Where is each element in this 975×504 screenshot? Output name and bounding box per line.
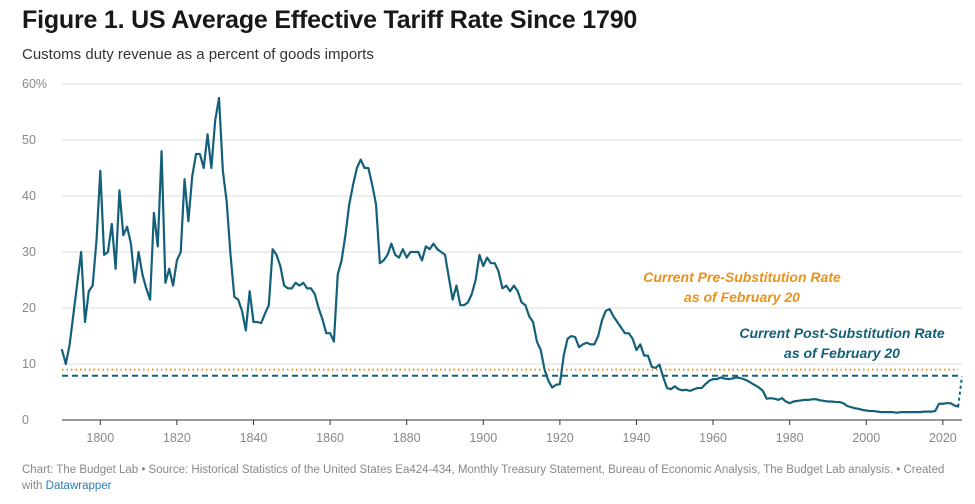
reference-lines [62, 368, 958, 377]
tariff-rate-series-line [60, 96, 960, 414]
x-tick-label: 1820 [163, 431, 191, 445]
y-tick-label: 40 [22, 189, 36, 203]
x-tick-label: 1960 [699, 431, 727, 445]
x-tick-label: 1920 [546, 431, 574, 445]
x-tick-label: 1940 [623, 431, 651, 445]
annotations: Current Pre-Substitution Rate as of Febru… [643, 269, 945, 361]
chart-footer: Chart: The Budget Lab • Source: Historic… [22, 462, 962, 494]
datawrapper-link[interactable]: Datawrapper [45, 480, 112, 492]
x-axis-ticks: 1800 1820 1840 1860 1880 1900 1920 1940 1960 1980… [86, 420, 957, 445]
post-substitution-annotation: Current Post-Substitution Rate as of Febr… [739, 325, 945, 361]
x-tick-label: 1900 [469, 431, 497, 445]
x-tick-label: 1980 [776, 431, 804, 445]
projected-jump-segment [957, 376, 963, 407]
y-tick-label: 10 [22, 357, 36, 371]
series-layer [60, 96, 963, 414]
x-tick-label: 2020 [929, 431, 957, 445]
y-tick-label: 50 [22, 133, 36, 147]
x-tick-label: 2000 [852, 431, 880, 445]
annotation-line-2: as of February 20 [784, 345, 900, 361]
annotation-line-1: Current Pre-Substitution Rate [643, 269, 841, 285]
annotation-line-1: Current Post-Substitution Rate [739, 325, 945, 341]
x-tick-label: 1880 [393, 431, 421, 445]
x-tick-label: 1840 [240, 431, 268, 445]
annotation-line-2: as of February 20 [684, 289, 800, 305]
y-axis-ticks: 0 10 20 30 40 50 60% [22, 77, 47, 427]
y-tick-label: 0 [22, 413, 29, 427]
gridlines [62, 83, 962, 421]
footer-source-text: Chart: The Budget Lab • Source: Historic… [22, 464, 945, 492]
x-tick-label: 1860 [316, 431, 344, 445]
y-tick-label: 20 [22, 301, 36, 315]
chart-subtitle: Customs duty revenue as a percent of goo… [22, 46, 374, 63]
x-tick-label: 1800 [86, 431, 114, 445]
y-tick-label: 30 [22, 245, 36, 259]
chart-title: Figure 1. US Average Effective Tariff Ra… [22, 6, 638, 34]
pre-substitution-annotation: Current Pre-Substitution Rate as of Febru… [643, 269, 841, 305]
y-tick-label: 60% [22, 77, 47, 91]
